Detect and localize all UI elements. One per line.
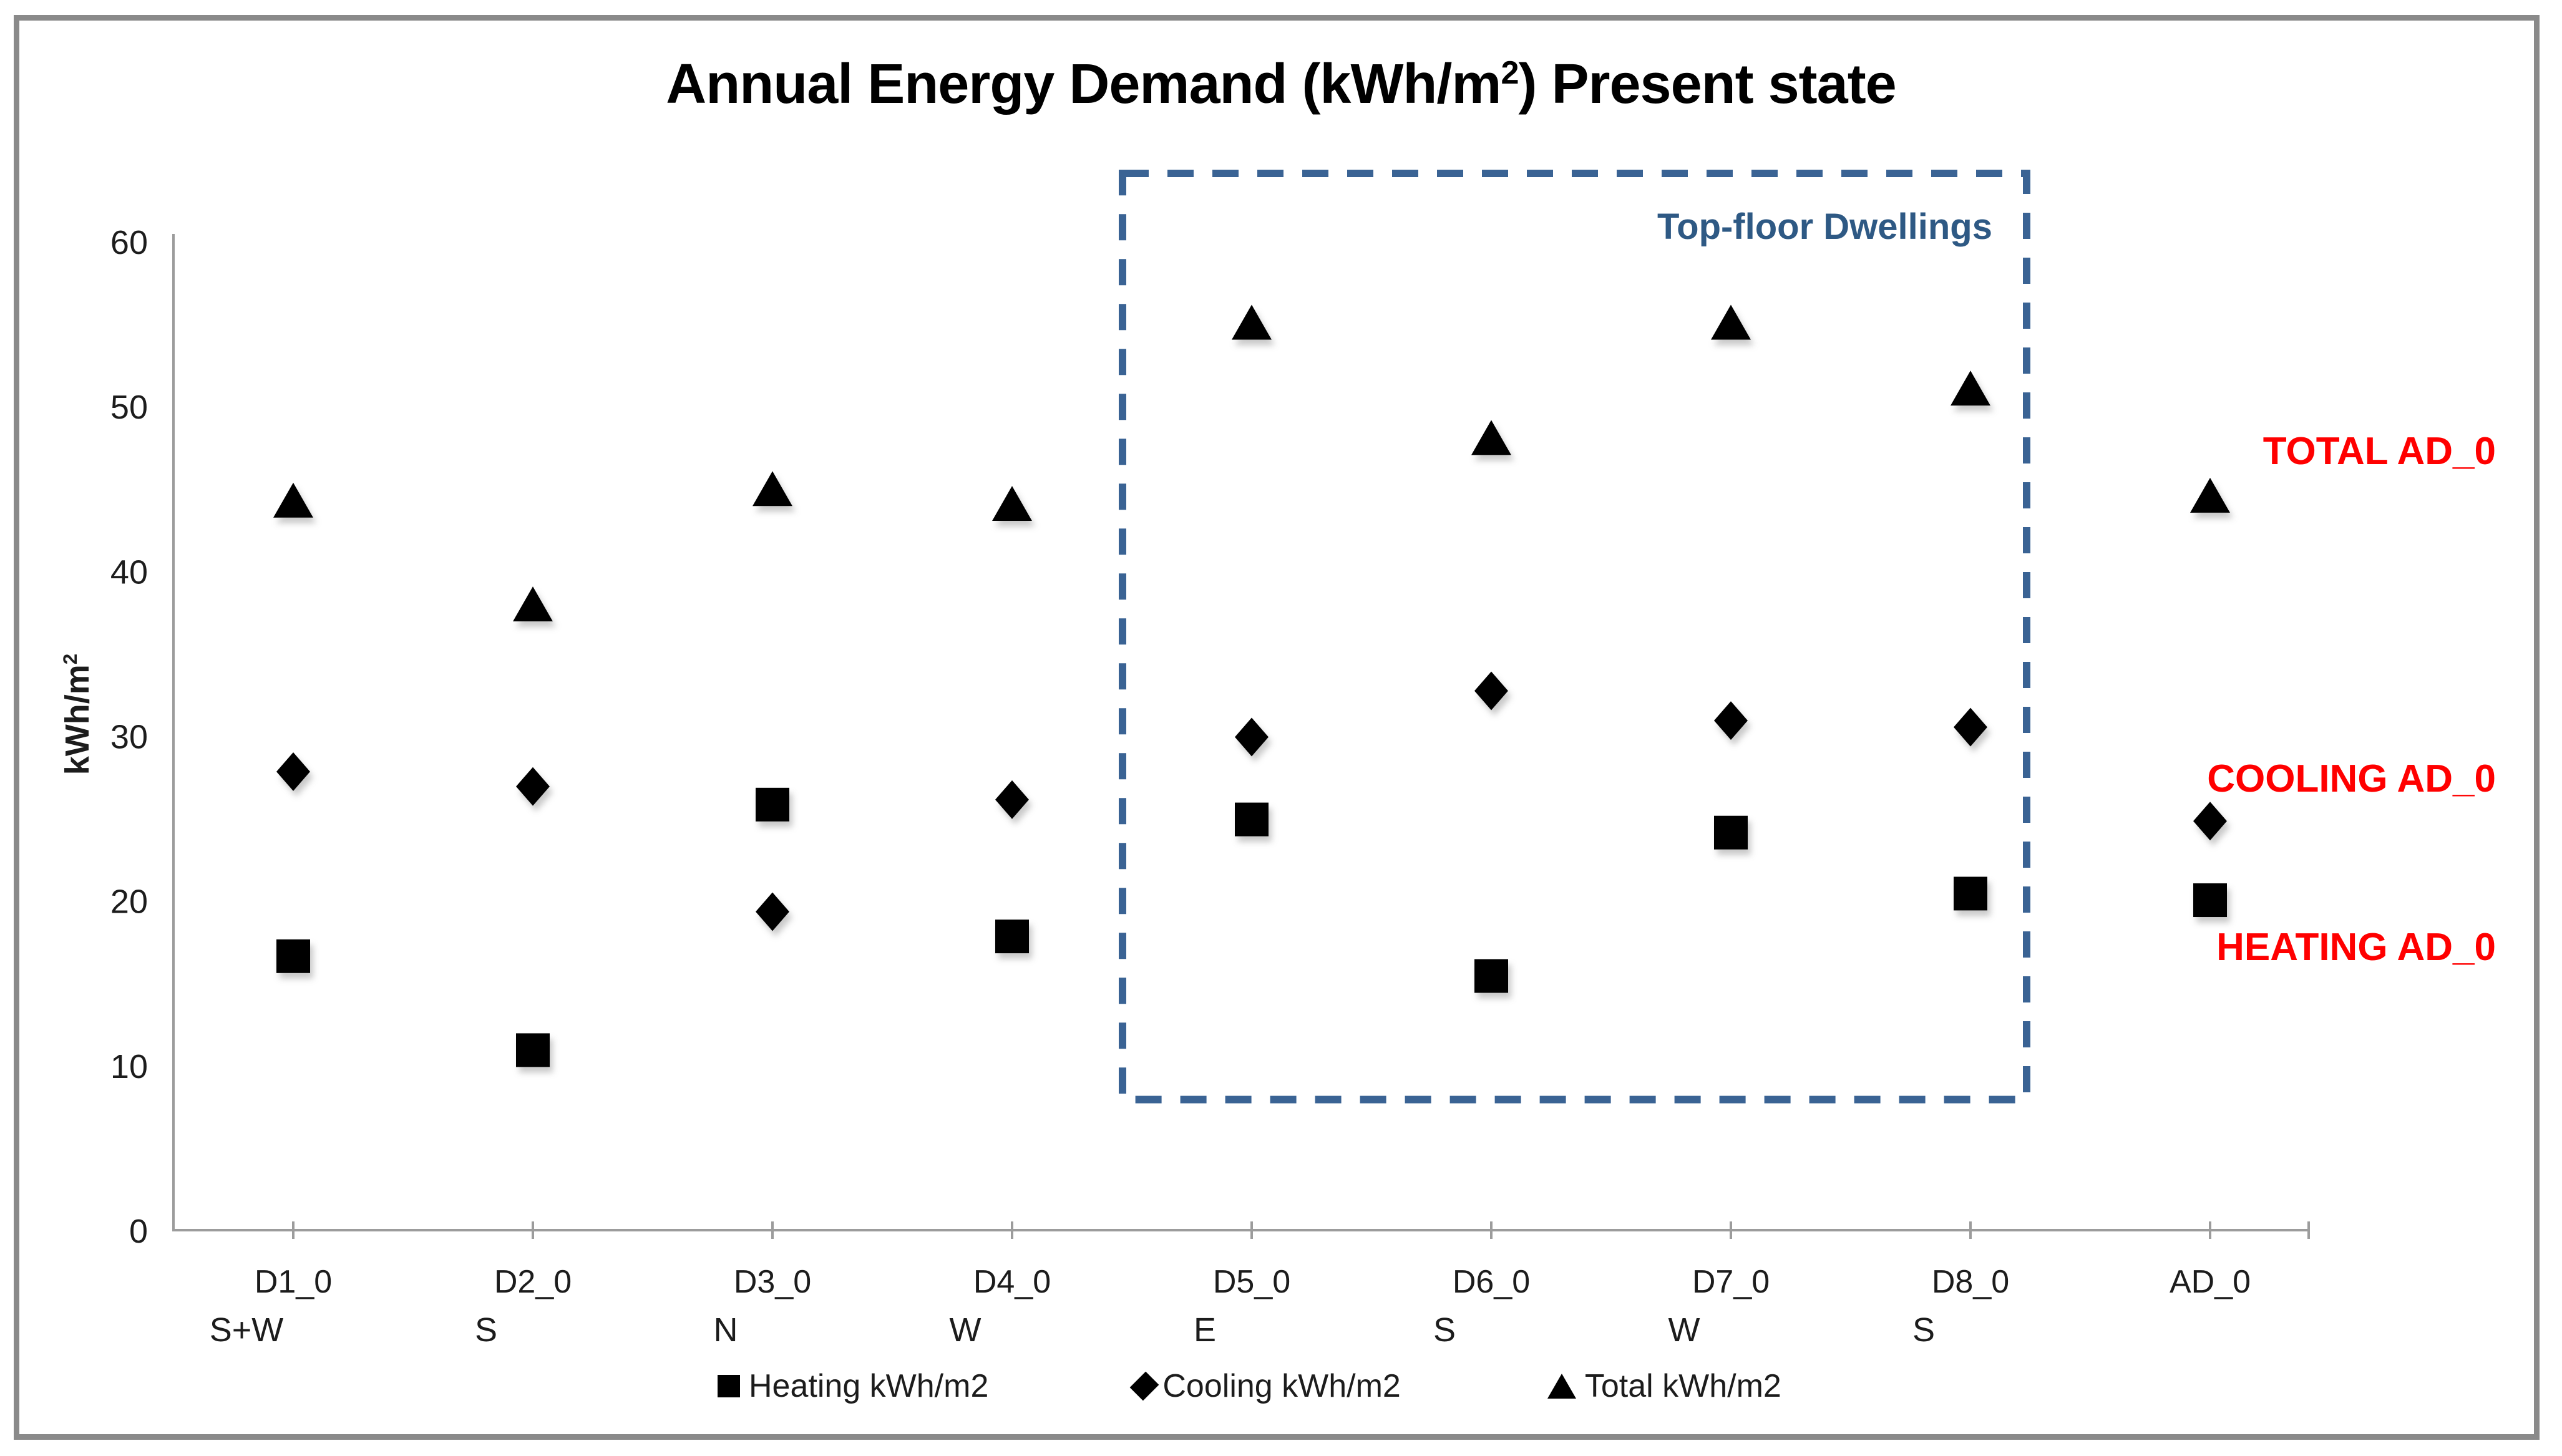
x-label-D3_0: D3_0 — [734, 1264, 811, 1300]
x-label-D8_0: D8_0 — [1932, 1264, 2009, 1300]
marker-cooling-D7_0 — [1714, 701, 1748, 740]
x-orientation-label-D2_0: S — [475, 1311, 497, 1349]
y-tick-label-60: 60 — [110, 224, 148, 261]
chart-title-superscript: 2 — [1501, 55, 1519, 91]
heating-square-icon — [718, 1375, 740, 1397]
marker-total-D1_0 — [273, 482, 313, 518]
marker-cooling-D2_0 — [516, 767, 550, 806]
x-orientation-label-D8_0: S — [1912, 1311, 1935, 1349]
chart-title-suffix: ) Present state — [1518, 53, 1896, 115]
x-orientation-label-D1_0: S+W — [210, 1311, 284, 1349]
x-label-D4_0: D4_0 — [973, 1264, 1051, 1300]
top-floor-dwellings-label: Top-floor Dwellings — [1657, 206, 1992, 247]
x-label-D5_0: D5_0 — [1213, 1264, 1290, 1300]
marker-total-AD_0 — [2190, 477, 2230, 513]
y-tick-label-0: 0 — [129, 1213, 148, 1250]
legend-label-total: Total kWh/m2 — [1584, 1368, 1781, 1404]
marker-heating-D7_0 — [1714, 815, 1748, 850]
total-triangle-icon — [1547, 1374, 1576, 1399]
marker-heating-D8_0 — [1954, 876, 1987, 911]
marker-total-D5_0 — [1232, 304, 1272, 340]
marker-total-D3_0 — [753, 471, 792, 507]
cooling-diamond-icon — [1130, 1371, 1159, 1401]
marker-total-D7_0 — [1711, 304, 1751, 340]
top-floor-dwellings-box — [1119, 170, 2030, 1104]
ref-label-total-ad-0: TOTAL AD_0 — [2262, 430, 2496, 473]
y-tick-label-50: 50 — [110, 389, 148, 426]
chart-border-frame — [14, 15, 2540, 1440]
y-tick-label-20: 20 — [110, 883, 148, 921]
x-label-D6_0: D6_0 — [1453, 1264, 1530, 1300]
marker-heating-D4_0 — [995, 920, 1029, 954]
marker-heating-AD_0 — [2193, 883, 2227, 918]
x-orientation-label-D4_0: W — [950, 1311, 981, 1349]
marker-cooling-D5_0 — [1235, 717, 1269, 757]
marker-cooling-D6_0 — [1474, 671, 1508, 711]
marker-total-D8_0 — [1951, 371, 1990, 406]
x-orientation-label-D7_0: W — [1668, 1311, 1700, 1349]
marker-heating-D6_0 — [1474, 959, 1508, 993]
ref-label-heating-ad-0: HEATING AD_0 — [2216, 926, 2496, 969]
legend-item-total: Total kWh/m2 — [1547, 1367, 1781, 1405]
ref-label-cooling-ad-0: COOLING AD_0 — [2207, 757, 2496, 800]
marker-heating-D1_0 — [276, 939, 310, 973]
chart-title: Annual Energy Demand (kWh/m2) Present st… — [0, 52, 2562, 117]
x-label-D2_0: D2_0 — [494, 1264, 572, 1300]
legend-label-cooling: Cooling kWh/m2 — [1162, 1368, 1401, 1404]
chart-title-text: Annual Energy Demand (kWh/m — [666, 53, 1501, 115]
marker-cooling-AD_0 — [2193, 802, 2227, 841]
legend-item-cooling: Cooling kWh/m2 — [1130, 1367, 1401, 1405]
y-tick-label-30: 30 — [110, 719, 148, 756]
marker-cooling-D3_0 — [756, 892, 789, 931]
marker-cooling-D4_0 — [995, 780, 1029, 819]
x-label-D7_0: D7_0 — [1692, 1264, 1770, 1300]
marker-total-D4_0 — [992, 486, 1032, 522]
x-label-D1_0: D1_0 — [255, 1264, 332, 1300]
x-label-AD_0: AD_0 — [2170, 1264, 2251, 1300]
marker-heating-D2_0 — [516, 1033, 550, 1067]
x-orientation-label-D6_0: S — [1433, 1311, 1456, 1349]
x-orientation-label-D5_0: E — [1194, 1311, 1216, 1349]
y-tick-label-10: 10 — [110, 1048, 148, 1085]
legend-label-heating: Heating kWh/m2 — [749, 1368, 989, 1404]
x-orientation-label-D3_0: N — [714, 1311, 738, 1349]
marker-cooling-D1_0 — [276, 752, 310, 791]
marker-cooling-D8_0 — [1954, 707, 1987, 747]
marker-heating-D3_0 — [756, 787, 789, 822]
chart-legend: Heating kWh/m2 Cooling kWh/m2 Total kWh/… — [718, 1366, 1781, 1406]
legend-item-heating: Heating kWh/m2 — [718, 1367, 988, 1405]
y-tick-label-40: 40 — [110, 553, 148, 591]
marker-total-D2_0 — [513, 586, 553, 622]
marker-heating-D5_0 — [1235, 802, 1269, 837]
marker-total-D6_0 — [1471, 420, 1511, 455]
